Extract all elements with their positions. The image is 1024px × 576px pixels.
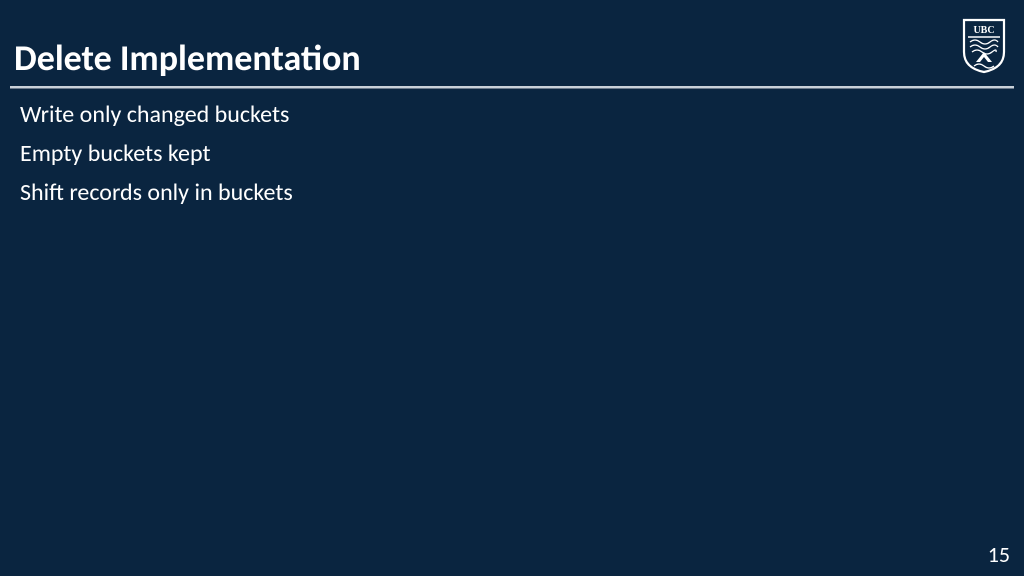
bullet-item: Write only changed buckets [20,96,293,133]
title-rule [10,86,1014,89]
logo-text: UBC [973,25,994,36]
page-number: 15 [988,541,1010,568]
bullet-item: Shift records only in buckets [20,174,293,211]
slide-title: Delete Implementation [14,36,361,80]
bullet-item: Empty buckets kept [20,135,293,172]
ubc-logo-icon: UBC [962,18,1006,74]
bullet-list: Write only changed buckets Empty buckets… [20,96,293,214]
